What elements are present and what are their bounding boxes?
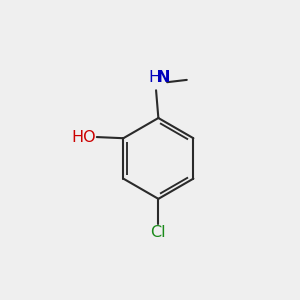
Text: Cl: Cl (151, 225, 166, 240)
Text: N: N (156, 70, 170, 85)
Text: HO: HO (71, 130, 96, 145)
Text: H: H (148, 70, 160, 85)
